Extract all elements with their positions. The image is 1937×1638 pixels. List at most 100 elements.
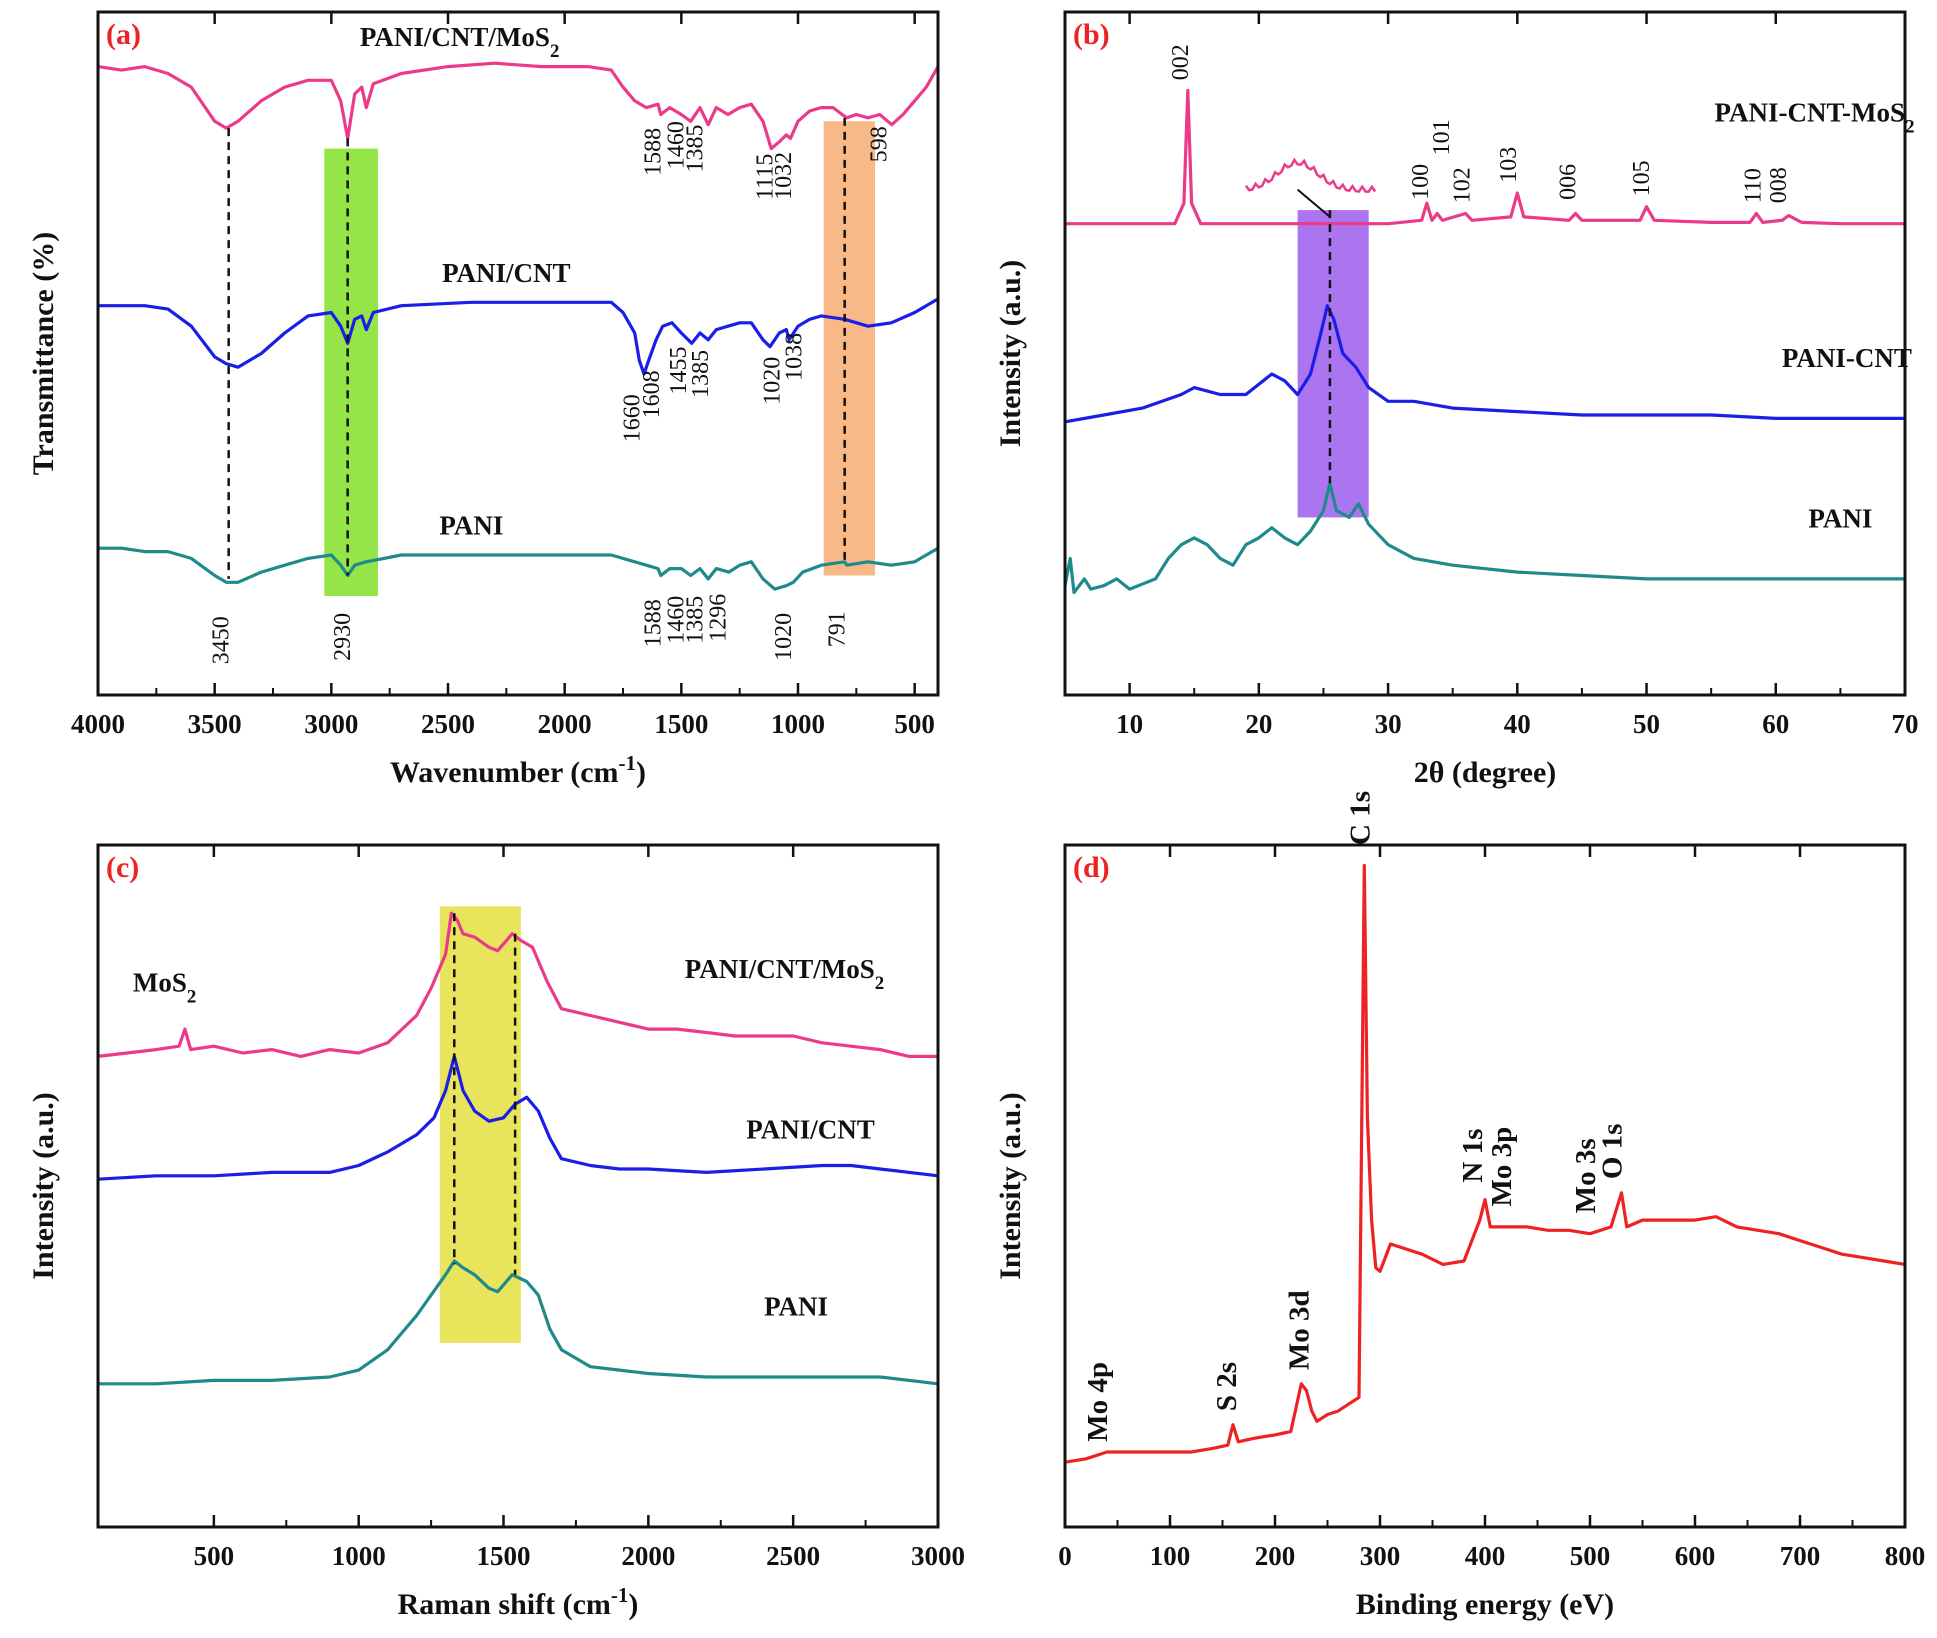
series-label: PANI/CNT bbox=[746, 1114, 875, 1144]
peak-annotation: Mo 3s bbox=[1570, 1138, 1602, 1213]
series-label-part: PANI/CNT bbox=[746, 1114, 875, 1144]
x-tick-label: 200 bbox=[1255, 1541, 1296, 1571]
series-line-pani-cnt-mos bbox=[97, 911, 938, 1058]
panel-a: PANI/CNT/MoS2 PANI/CNT PANI 4000 3500 3000 250… bbox=[27, 10, 940, 789]
peak-annotation: N 1s bbox=[1457, 1129, 1489, 1183]
inset-curve bbox=[1244, 157, 1377, 193]
panel-label: (a) bbox=[106, 18, 141, 51]
series-label-part: PANI-CNT bbox=[1782, 343, 1912, 373]
peak-annotation: 1460 bbox=[664, 121, 690, 169]
series-label: PANI bbox=[1808, 504, 1872, 534]
series-label-part: 2 bbox=[1905, 116, 1914, 137]
x-tick-label: 2500 bbox=[766, 1541, 820, 1571]
x-tick-label: 500 bbox=[894, 709, 935, 739]
peak-annotation: 1385 bbox=[682, 596, 708, 644]
peak-annotation: Mo 3d bbox=[1284, 1290, 1316, 1370]
peak-annotation: 598 bbox=[867, 126, 893, 162]
x-tick-label: 1000 bbox=[332, 1541, 386, 1571]
highlight-band bbox=[324, 148, 378, 596]
peak-annotation: 105 bbox=[1629, 160, 1655, 196]
panel-label: (c) bbox=[106, 851, 139, 884]
x-axis-label-part: -1 bbox=[611, 1583, 629, 1607]
x-axis-label-part: -1 bbox=[619, 751, 637, 775]
peak-annotation: 008 bbox=[1766, 167, 1792, 203]
x-axis-label: Raman shift (cm-1) bbox=[398, 1583, 639, 1621]
peak-annotation: 3450 bbox=[209, 616, 235, 664]
series-label: PANI bbox=[439, 510, 503, 540]
series-line-pani-cnt-mos bbox=[97, 61, 940, 151]
series-label-part: PANI bbox=[764, 1292, 828, 1322]
series-label-part: PANI/CNT/MoS bbox=[360, 22, 550, 52]
x-tick-label: 3000 bbox=[304, 709, 358, 739]
x-tick-label: 50 bbox=[1633, 709, 1660, 739]
x-tick-label: 1500 bbox=[477, 1541, 531, 1571]
series-label-part: 2 bbox=[875, 972, 884, 993]
peak-annotation: 006 bbox=[1555, 164, 1581, 200]
peak-annotation-part: MoS bbox=[133, 968, 187, 998]
x-tick-label: 1000 bbox=[771, 709, 825, 739]
peak-annotation: 1020 bbox=[771, 613, 797, 661]
series-label-part: PANI bbox=[439, 510, 503, 540]
x-tick-label: 100 bbox=[1150, 1541, 1191, 1571]
peak-annotation: 1385 bbox=[682, 125, 708, 173]
series-line-pani-cnt bbox=[98, 297, 939, 376]
y-axis-label: Intensity (a.u.) bbox=[994, 1092, 1027, 1280]
x-tick-label: 2500 bbox=[421, 709, 475, 739]
peak-annotation: 110 bbox=[1740, 168, 1766, 203]
series-label-part: PANI bbox=[1808, 504, 1872, 534]
peak-annotation: 1296 bbox=[706, 594, 732, 642]
x-axis-label: Binding energy (eV) bbox=[1356, 1588, 1614, 1621]
peak-annotation: 1460 bbox=[664, 596, 690, 644]
series-label-part: 2 bbox=[550, 41, 559, 62]
panel-b: PANI-CNT-MoS2 PANI-CNT PANI 10 20 30 40 50 60 70 2… bbox=[994, 10, 1919, 789]
x-tick-label: 700 bbox=[1780, 1541, 1821, 1571]
peak-annotation: 1455 bbox=[666, 346, 692, 394]
x-tick-label: 400 bbox=[1465, 1541, 1506, 1571]
x-tick-label: 500 bbox=[194, 1541, 235, 1571]
series-label: PANI/CNT/MoS2 bbox=[685, 954, 884, 994]
peak-annotation: MoS2 bbox=[133, 968, 196, 1008]
x-axis-label: Wavenumber (cm-1) bbox=[390, 751, 646, 789]
x-tick-label: 10 bbox=[1116, 709, 1143, 739]
peak-annotation: 1588 bbox=[640, 128, 666, 176]
highlight-band bbox=[1297, 210, 1369, 518]
y-axis-label: Intensity (a.u.) bbox=[27, 1092, 60, 1280]
series-label-part: PANI/CNT/MoS bbox=[685, 954, 875, 984]
peak-annotation-part: 2 bbox=[187, 986, 196, 1007]
x-tick-label: 4000 bbox=[71, 709, 125, 739]
peak-annotation: 1032 bbox=[771, 152, 797, 200]
x-tick-label: 70 bbox=[1892, 709, 1919, 739]
x-axis-label-part: ) bbox=[628, 1588, 638, 1621]
series-line-survey bbox=[1064, 863, 1906, 1464]
peak-annotation: Mo 3p bbox=[1486, 1127, 1518, 1207]
series-line-pani bbox=[1063, 481, 1905, 595]
x-tick-label: 60 bbox=[1762, 709, 1789, 739]
series-label: PANI-CNT bbox=[1782, 343, 1912, 373]
plot-frame bbox=[1063, 10, 1907, 697]
peak-annotation: S 2s bbox=[1211, 1362, 1243, 1411]
x-tick-label: 600 bbox=[1675, 1541, 1716, 1571]
peak-annotation: 102 bbox=[1449, 167, 1475, 203]
peak-annotation: Mo 4p bbox=[1082, 1362, 1114, 1442]
x-axis-label-part: ) bbox=[636, 756, 646, 789]
x-tick-label: 20 bbox=[1245, 709, 1272, 739]
x-tick-label: 300 bbox=[1360, 1541, 1401, 1571]
x-tick-label: 2000 bbox=[538, 709, 592, 739]
x-tick-label: 1500 bbox=[654, 709, 708, 739]
x-tick-label: 40 bbox=[1504, 709, 1531, 739]
inset-arrow bbox=[1296, 188, 1331, 218]
peak-annotation: 1588 bbox=[640, 599, 666, 647]
series-label: PANI/CNT bbox=[442, 258, 571, 288]
x-tick-label: 0 bbox=[1058, 1541, 1072, 1571]
series-label-part: PANI-CNT-MoS bbox=[1715, 97, 1906, 127]
x-tick-label: 3500 bbox=[188, 709, 242, 739]
series-label: PANI bbox=[764, 1292, 828, 1322]
peak-annotation: 1608 bbox=[639, 370, 665, 418]
peak-annotation: 2930 bbox=[330, 613, 356, 661]
peak-annotation: 1660 bbox=[619, 394, 645, 442]
peak-annotation: C 1s bbox=[1345, 791, 1377, 845]
peak-annotation: 1385 bbox=[688, 350, 714, 398]
highlight-band bbox=[823, 121, 875, 576]
